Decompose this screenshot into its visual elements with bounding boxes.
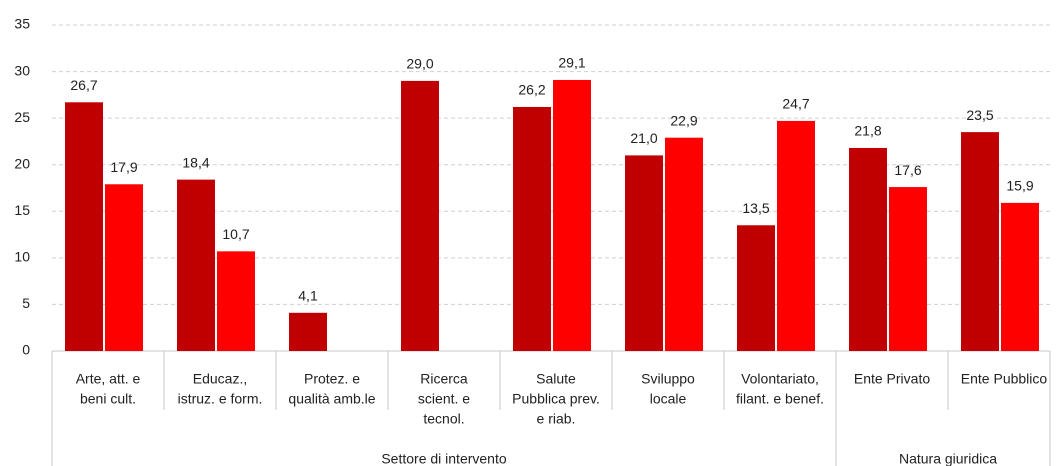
- bar: [889, 187, 927, 351]
- data-label: 17,9: [110, 159, 137, 175]
- x-tick-label: filant. e benef.: [736, 391, 824, 407]
- y-tick-label: 10: [14, 249, 30, 265]
- data-label: 23,5: [966, 107, 993, 123]
- data-label: 26,7: [70, 77, 97, 93]
- y-tick-label: 25: [14, 109, 30, 125]
- group-label: Settore di intervento: [381, 451, 507, 466]
- data-label: 24,7: [782, 96, 809, 112]
- bar: [177, 179, 215, 351]
- data-label: 29,0: [406, 56, 433, 72]
- bar: [777, 120, 815, 352]
- x-tick-label: Ente Pubblico: [961, 371, 1048, 387]
- data-label: 18,4: [182, 154, 209, 170]
- x-tick-label: Protez. e: [304, 371, 360, 387]
- bar: [401, 80, 439, 351]
- x-tick-label: Salute: [536, 371, 576, 387]
- data-label: 10,7: [222, 226, 249, 242]
- data-label: 26,2: [518, 82, 545, 98]
- bar: [217, 251, 255, 351]
- data-label: 21,8: [854, 123, 881, 139]
- data-label: 13,5: [742, 200, 769, 216]
- group-label: Natura giuridica: [899, 451, 997, 466]
- x-tick-label: qualità amb.le: [288, 391, 375, 407]
- bar: [553, 79, 591, 351]
- data-label: 22,9: [670, 112, 697, 128]
- data-label: 15,9: [1006, 178, 1033, 194]
- x-tick-label: Sviluppo: [641, 371, 695, 387]
- x-tick-label: tecnol.: [423, 411, 464, 427]
- y-tick-label: 35: [14, 16, 30, 32]
- bar: [105, 184, 143, 351]
- y-tick-label: 15: [14, 202, 30, 218]
- y-tick-label: 5: [22, 295, 30, 311]
- bar: [65, 102, 103, 352]
- bar: [289, 312, 327, 351]
- x-tick-label: Arte, att. e: [76, 371, 141, 387]
- x-tick-label: e riab.: [537, 411, 576, 427]
- x-tick-label: scient. e: [418, 391, 470, 407]
- bar: [1001, 202, 1039, 351]
- data-label: 4,1: [298, 288, 318, 304]
- bar: [849, 147, 887, 351]
- bar: [961, 132, 999, 351]
- x-tick-label: locale: [650, 391, 687, 407]
- bar: [625, 155, 663, 351]
- data-label: 17,6: [894, 162, 921, 178]
- bar: [665, 137, 703, 351]
- x-tick-label: Pubblica prev.: [512, 391, 600, 407]
- data-label: 29,1: [558, 55, 585, 71]
- y-tick-label: 20: [14, 155, 30, 171]
- x-tick-label: Ente Privato: [854, 371, 930, 387]
- y-tick-label: 0: [22, 342, 30, 358]
- data-label: 21,0: [630, 130, 657, 146]
- x-tick-label: Volontariato,: [741, 371, 819, 387]
- x-tick-label: beni cult.: [80, 391, 136, 407]
- x-tick-label: Educaz.,: [193, 371, 247, 387]
- bar: [513, 106, 551, 351]
- x-tick-label: Ricerca: [420, 371, 468, 387]
- x-tick-label: istruz. e form.: [178, 391, 263, 407]
- y-tick-label: 30: [14, 62, 30, 78]
- bar: [737, 225, 775, 351]
